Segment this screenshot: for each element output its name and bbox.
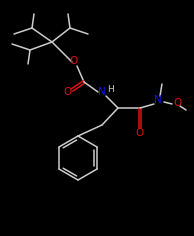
Text: O: O: [69, 56, 77, 66]
Text: O: O: [136, 128, 144, 138]
Text: N: N: [154, 95, 162, 105]
Text: O: O: [173, 98, 181, 108]
Text: O: O: [64, 87, 72, 97]
Text: H: H: [107, 84, 113, 93]
Text: N: N: [98, 87, 106, 97]
